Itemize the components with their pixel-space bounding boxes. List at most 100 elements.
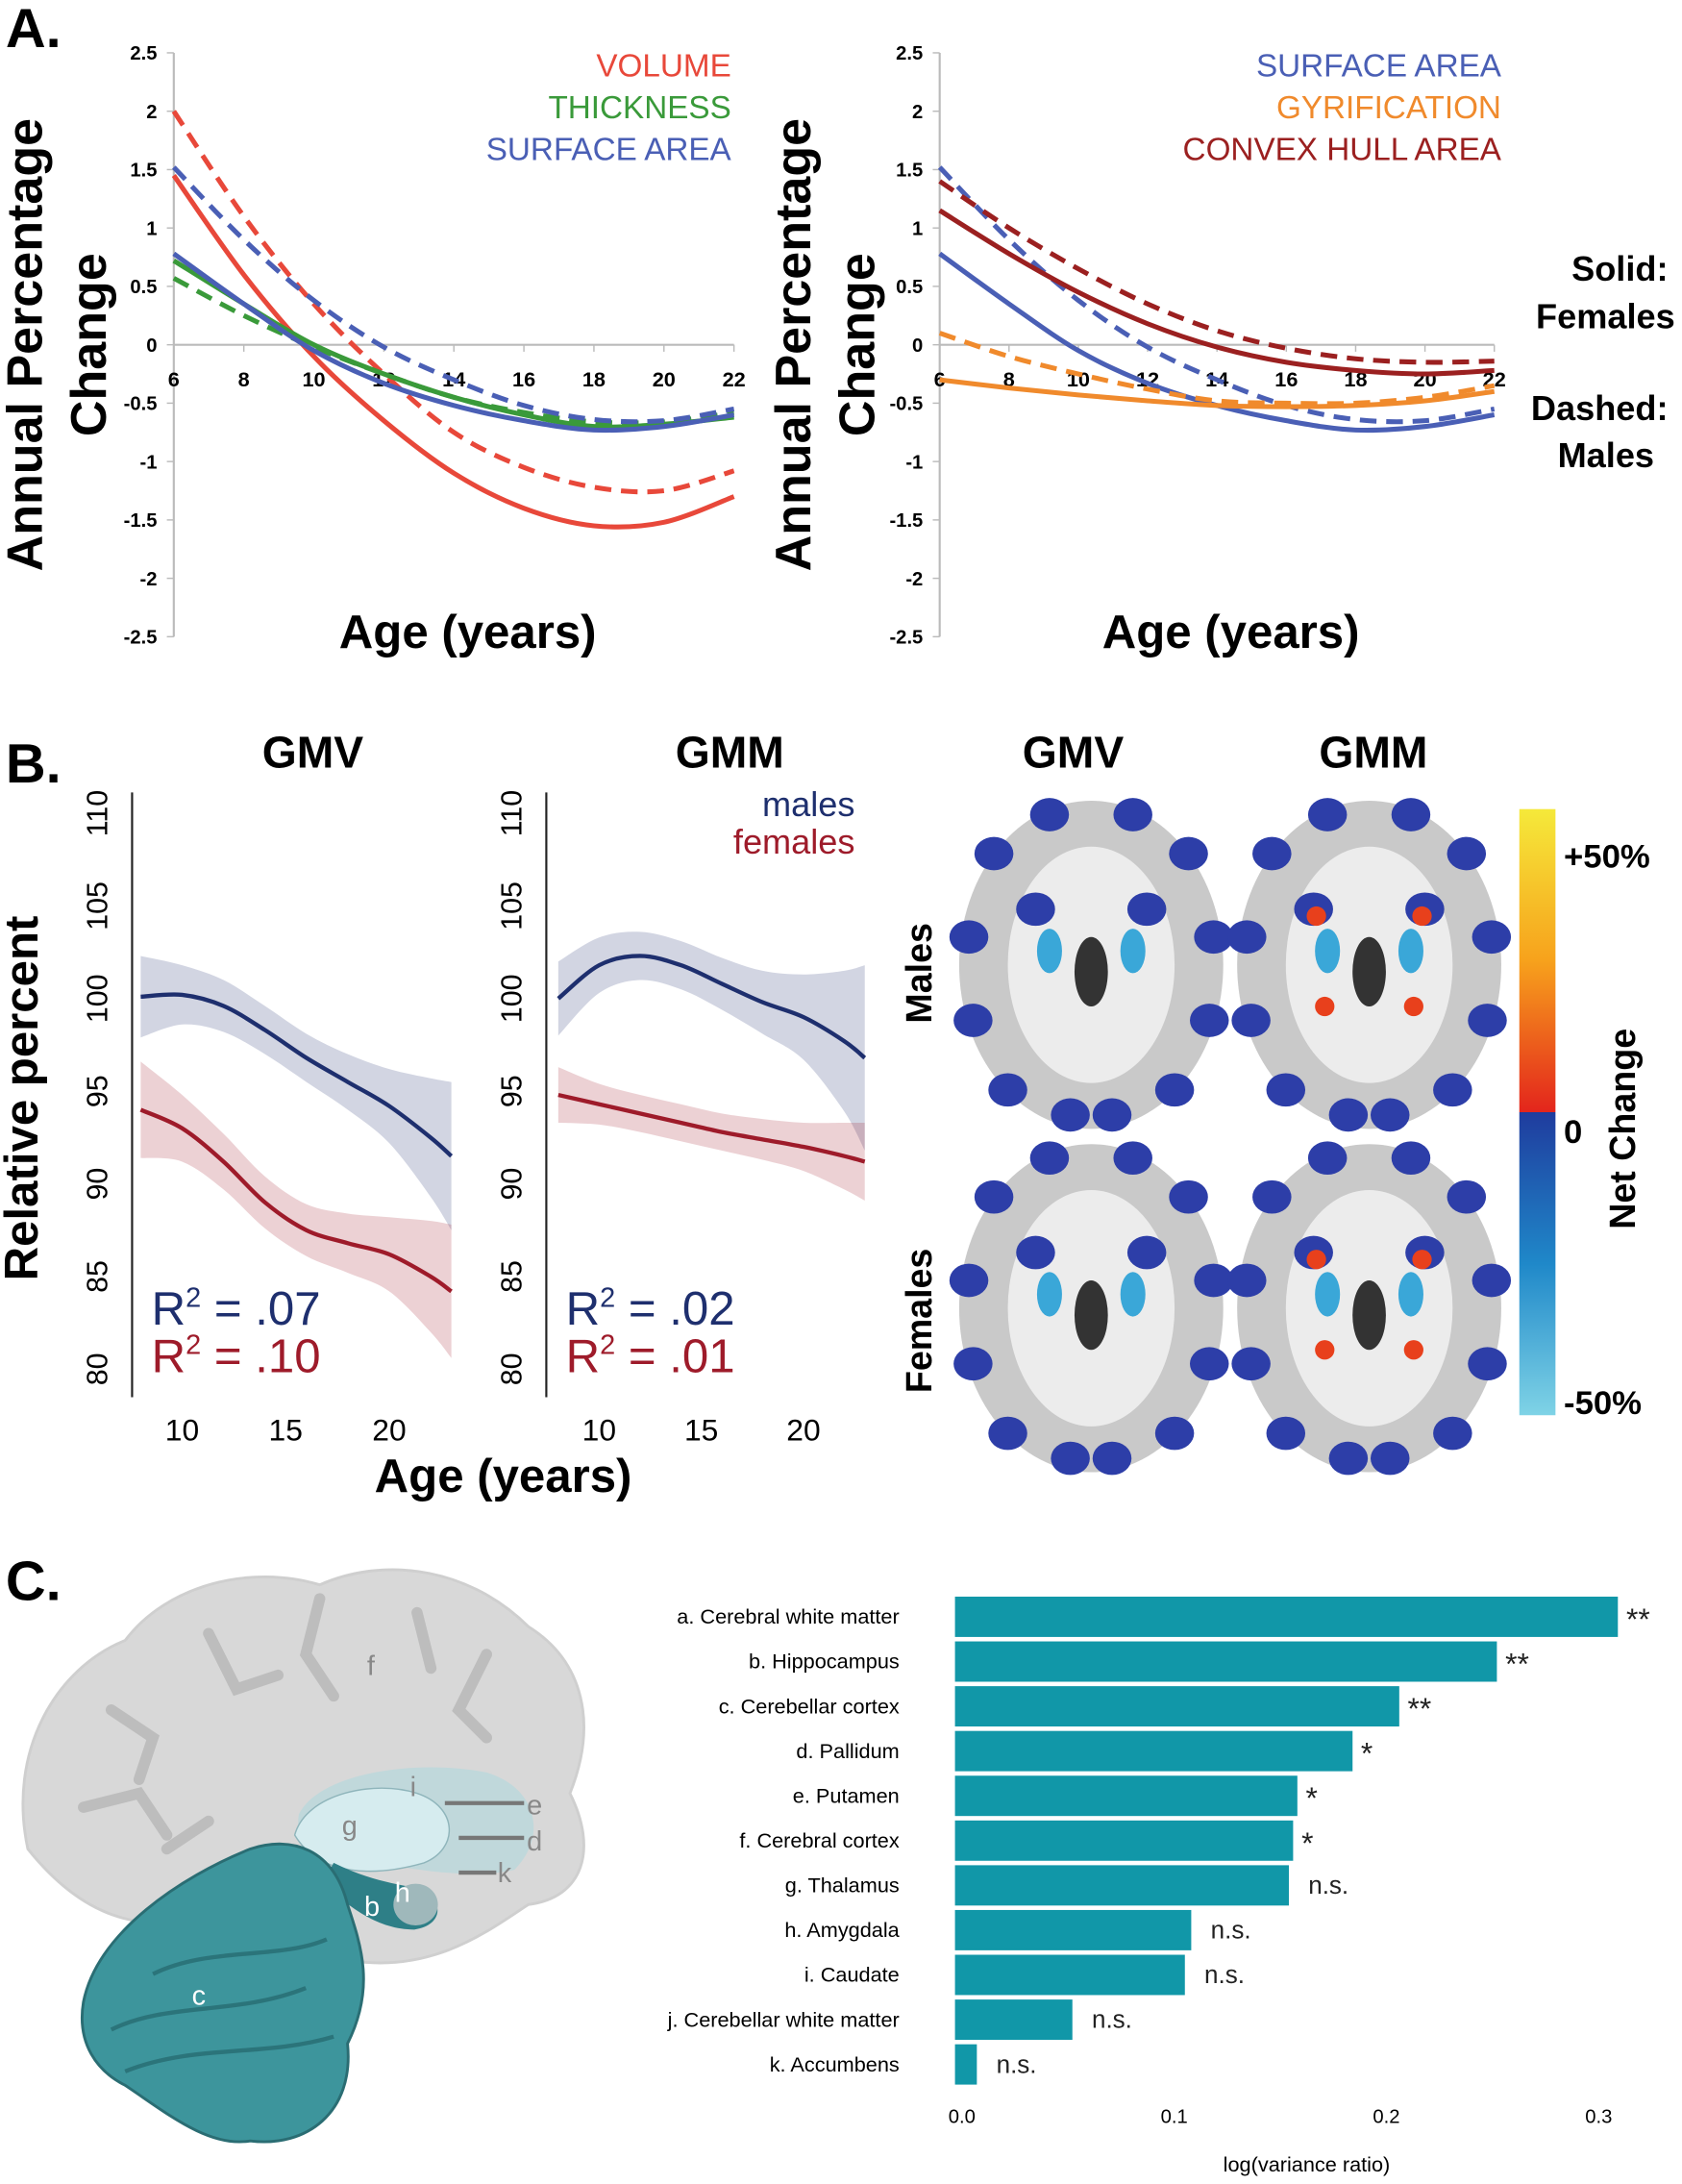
- bar-a: [954, 1596, 1619, 1637]
- panel-label-c: C.: [6, 1551, 62, 1613]
- x-tick-label: 10: [302, 367, 325, 391]
- y-tick-label: 110: [82, 790, 113, 836]
- change-region: [1315, 1272, 1341, 1317]
- x-tick-label: 10: [165, 1412, 199, 1447]
- x-tick-label: 20: [786, 1412, 820, 1447]
- thalamus-shape: [293, 1787, 451, 1873]
- y-tick-label: -2.5: [124, 628, 158, 649]
- ventricle: [1352, 1279, 1386, 1351]
- increase-region: [1315, 996, 1335, 1017]
- change-region: [1398, 929, 1423, 974]
- x-tick-label: 15: [269, 1412, 303, 1447]
- cerebellum-folds: [110, 1937, 334, 2073]
- cerebellum-shape: [81, 1842, 365, 2144]
- bar-c: [954, 1686, 1399, 1727]
- y-tick-label: 90: [496, 1168, 528, 1201]
- r-superscript: 2: [600, 1282, 615, 1313]
- x-tick-label: 10: [582, 1412, 616, 1447]
- bar-g: [954, 1865, 1289, 1906]
- change-region: [1472, 920, 1512, 955]
- colorbar-bottom-label: -50%: [1564, 1385, 1642, 1422]
- change-region: [1391, 1141, 1431, 1176]
- y-tick-label: -2: [139, 569, 157, 590]
- change-region: [1113, 798, 1152, 831]
- change-region: [1266, 1416, 1306, 1451]
- x-tick-label: 16: [512, 367, 535, 391]
- y-axis-label: Change: [830, 253, 886, 436]
- category-label: e. Putamen: [793, 1783, 900, 1807]
- label-d: d: [527, 1826, 542, 1857]
- y-tick-label: -1.5: [124, 510, 158, 532]
- significance-label: n.s.: [1308, 1871, 1348, 1899]
- brain-map-males-gmm: [1227, 798, 1512, 1132]
- series-line-females: [557, 1092, 866, 1164]
- y-tick-label: 80: [496, 1353, 528, 1385]
- bar-j: [954, 1999, 1073, 2041]
- bar-k: [954, 2044, 977, 2085]
- map-col-gmm: GMM: [1319, 727, 1427, 777]
- change-region: [1447, 1179, 1487, 1214]
- series-line-females: [139, 1107, 453, 1294]
- change-region: [949, 920, 989, 955]
- leader-lines: [444, 1800, 525, 1875]
- key-dashed-group: Males: [1558, 435, 1654, 475]
- ventricle: [1074, 1279, 1108, 1351]
- change-region: [1468, 1004, 1507, 1037]
- label-b: b: [364, 1892, 380, 1923]
- chart-c-bars: a. Cerebral white matter **b. Hippocampus…: [667, 1596, 1650, 2176]
- change-region: [1036, 1272, 1062, 1317]
- increase-region: [1412, 1250, 1432, 1270]
- x-tick-label: 0.3: [1585, 2106, 1612, 2127]
- y-tick-label: 100: [82, 974, 113, 1023]
- increase-region: [1306, 906, 1326, 927]
- y-tick-label: 100: [496, 974, 528, 1023]
- map-col-gmv: GMV: [1023, 727, 1125, 777]
- bar-e: [954, 1775, 1298, 1817]
- change-region: [1391, 798, 1431, 831]
- cerebrum-folds: [78, 1593, 493, 1855]
- label-e: e: [527, 1790, 542, 1821]
- significance-label: **: [1407, 1691, 1431, 1725]
- x-tick-label: 6: [934, 367, 946, 391]
- significance-label: n.s.: [1092, 2005, 1132, 2034]
- significance-label: *: [1361, 1736, 1373, 1771]
- legend-entry: VOLUME: [596, 49, 730, 85]
- change-region: [1120, 1272, 1146, 1317]
- legend-entry: SURFACE AREA: [486, 132, 732, 167]
- y-tick-label: 0.5: [130, 277, 157, 298]
- category-label: h. Amygdala: [784, 1918, 900, 1942]
- change-region: [1433, 1073, 1472, 1107]
- y-tick-label: 90: [82, 1168, 113, 1201]
- y-tick-label: 105: [496, 881, 528, 931]
- ci-band-females: [140, 1061, 452, 1358]
- change-region: [1468, 1347, 1507, 1381]
- significance-label: **: [1626, 1601, 1650, 1636]
- change-region: [1154, 1073, 1195, 1107]
- y-tick-label: -1.5: [889, 510, 923, 532]
- change-region: [1328, 1441, 1369, 1476]
- y-tick-label: 105: [82, 881, 113, 931]
- significance-label: *: [1301, 1825, 1313, 1860]
- brain-map-males-gmv: [949, 798, 1233, 1132]
- colorbar-title: Net Change: [1602, 1029, 1643, 1229]
- series-line-thickness-males: [172, 276, 734, 426]
- y-tick-label: 2.5: [130, 43, 157, 64]
- change-region: [974, 836, 1014, 871]
- increase-region: [1306, 1250, 1326, 1270]
- x-tick-label: 20: [1414, 367, 1437, 391]
- amygdala-shape: [393, 1883, 438, 1926]
- y-axis-label: Relative percent: [0, 916, 48, 1281]
- change-region: [1036, 929, 1062, 974]
- r-symbol: R: [152, 1329, 186, 1382]
- legend-entry: CONVEX HULL AREA: [1183, 132, 1502, 167]
- r-squared-annotation: R2 = .02: [566, 1282, 735, 1335]
- y-tick-label: -2.5: [889, 628, 923, 649]
- brain-maps: GMV GMM Males Females +50% 0 -50% Net Ch…: [899, 727, 1650, 1476]
- series-line-surface-area-males: [171, 165, 735, 425]
- category-label: b. Hippocampus: [749, 1650, 900, 1674]
- panel-label-b: B.: [6, 733, 62, 795]
- y-tick-label: -2: [905, 569, 923, 590]
- key-solid-group: Females: [1536, 296, 1675, 335]
- y-tick-label: -1: [139, 452, 157, 473]
